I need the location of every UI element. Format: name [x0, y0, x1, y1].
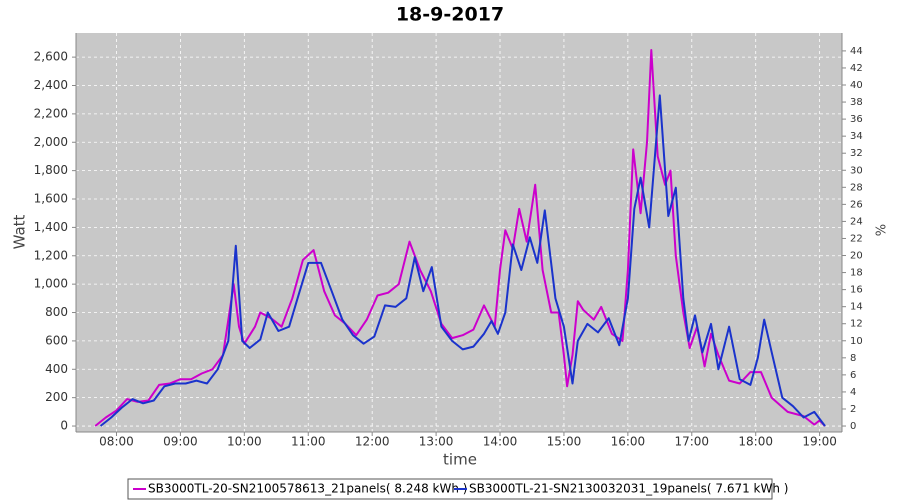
y2-tick-label: 14	[850, 302, 863, 313]
legend-box	[127, 478, 773, 500]
chart-title: 18-9-2017	[396, 4, 504, 26]
y2-tick-label: 2	[850, 404, 856, 415]
y2-tick-label: 40	[850, 80, 863, 91]
x-tick-label: 10:00	[227, 435, 262, 449]
x-tick-label: 09:00	[163, 435, 198, 449]
x-tick-label: 17:00	[674, 435, 709, 449]
series-line	[99, 94, 826, 427]
y-tick-label: 2,600	[34, 50, 68, 64]
y-tick-label: 1,800	[34, 163, 68, 177]
y2-tick-label: 38	[850, 97, 863, 108]
y2-tick-label: 32	[850, 148, 863, 159]
y2-tick-label: 0	[850, 421, 856, 432]
y-tick-label: 1,600	[34, 192, 68, 206]
plot-area	[76, 33, 842, 432]
y2-tick-label: 16	[850, 285, 863, 296]
x-tick-label: 13:00	[419, 435, 454, 449]
y2-tick-label: 4	[850, 387, 856, 398]
y-axis-label: Watt	[11, 214, 29, 249]
x-tick-label: 08:00	[99, 435, 134, 449]
y-tick-label: 1,400	[34, 220, 68, 234]
x-tick-label: 14:00	[483, 435, 518, 449]
y2-tick-label: 30	[850, 165, 863, 176]
y-tick-label: 0	[60, 419, 68, 433]
x-tick-label: 11:00	[291, 435, 326, 449]
series-line	[94, 49, 826, 427]
y2-tick-label: 10	[850, 336, 863, 347]
y-tick-label: 600	[45, 333, 68, 347]
y2-tick-label: 44	[850, 46, 863, 57]
y2-tick-label: 24	[850, 216, 863, 227]
y2-tick-label: 20	[850, 251, 863, 262]
y2-tick-label: 42	[850, 63, 863, 74]
y-tick-label: 1,200	[34, 248, 68, 262]
y2-tick-label: 36	[850, 114, 863, 125]
y-tick-label: 2,200	[34, 106, 68, 120]
x-axis-label: time	[443, 451, 477, 469]
x-tick-label: 12:00	[355, 435, 390, 449]
y-tick-label: 400	[45, 362, 68, 376]
y2-tick-label: 6	[850, 370, 856, 381]
x-tick-label: 16:00	[611, 435, 646, 449]
y-tick-label: 1,000	[34, 277, 68, 291]
y-tick-label: 2,400	[34, 78, 68, 92]
x-tick-label: 18:00	[738, 435, 773, 449]
y2-axis-label: %	[875, 224, 890, 236]
y2-tick-label: 12	[850, 319, 863, 330]
y2-tick-label: 34	[850, 131, 863, 142]
y2-tick-label: 22	[850, 233, 863, 244]
y2-tick-label: 28	[850, 182, 863, 193]
x-tick-label: 19:00	[802, 435, 837, 449]
y-tick-label: 200	[45, 390, 68, 404]
y2-tick-label: 26	[850, 199, 863, 210]
x-tick-label: 15:00	[547, 435, 582, 449]
y-tick-label: 2,000	[34, 135, 68, 149]
legend-label: SB3000TL-20-SN2100578613_21panels( 8.248…	[148, 482, 467, 496]
y2-tick-label: 8	[850, 353, 856, 364]
legend-label: SB3000TL-21-SN2130032031_19panels( 7.671…	[469, 482, 788, 496]
y-tick-label: 800	[45, 305, 68, 319]
y2-tick-label: 18	[850, 268, 863, 279]
